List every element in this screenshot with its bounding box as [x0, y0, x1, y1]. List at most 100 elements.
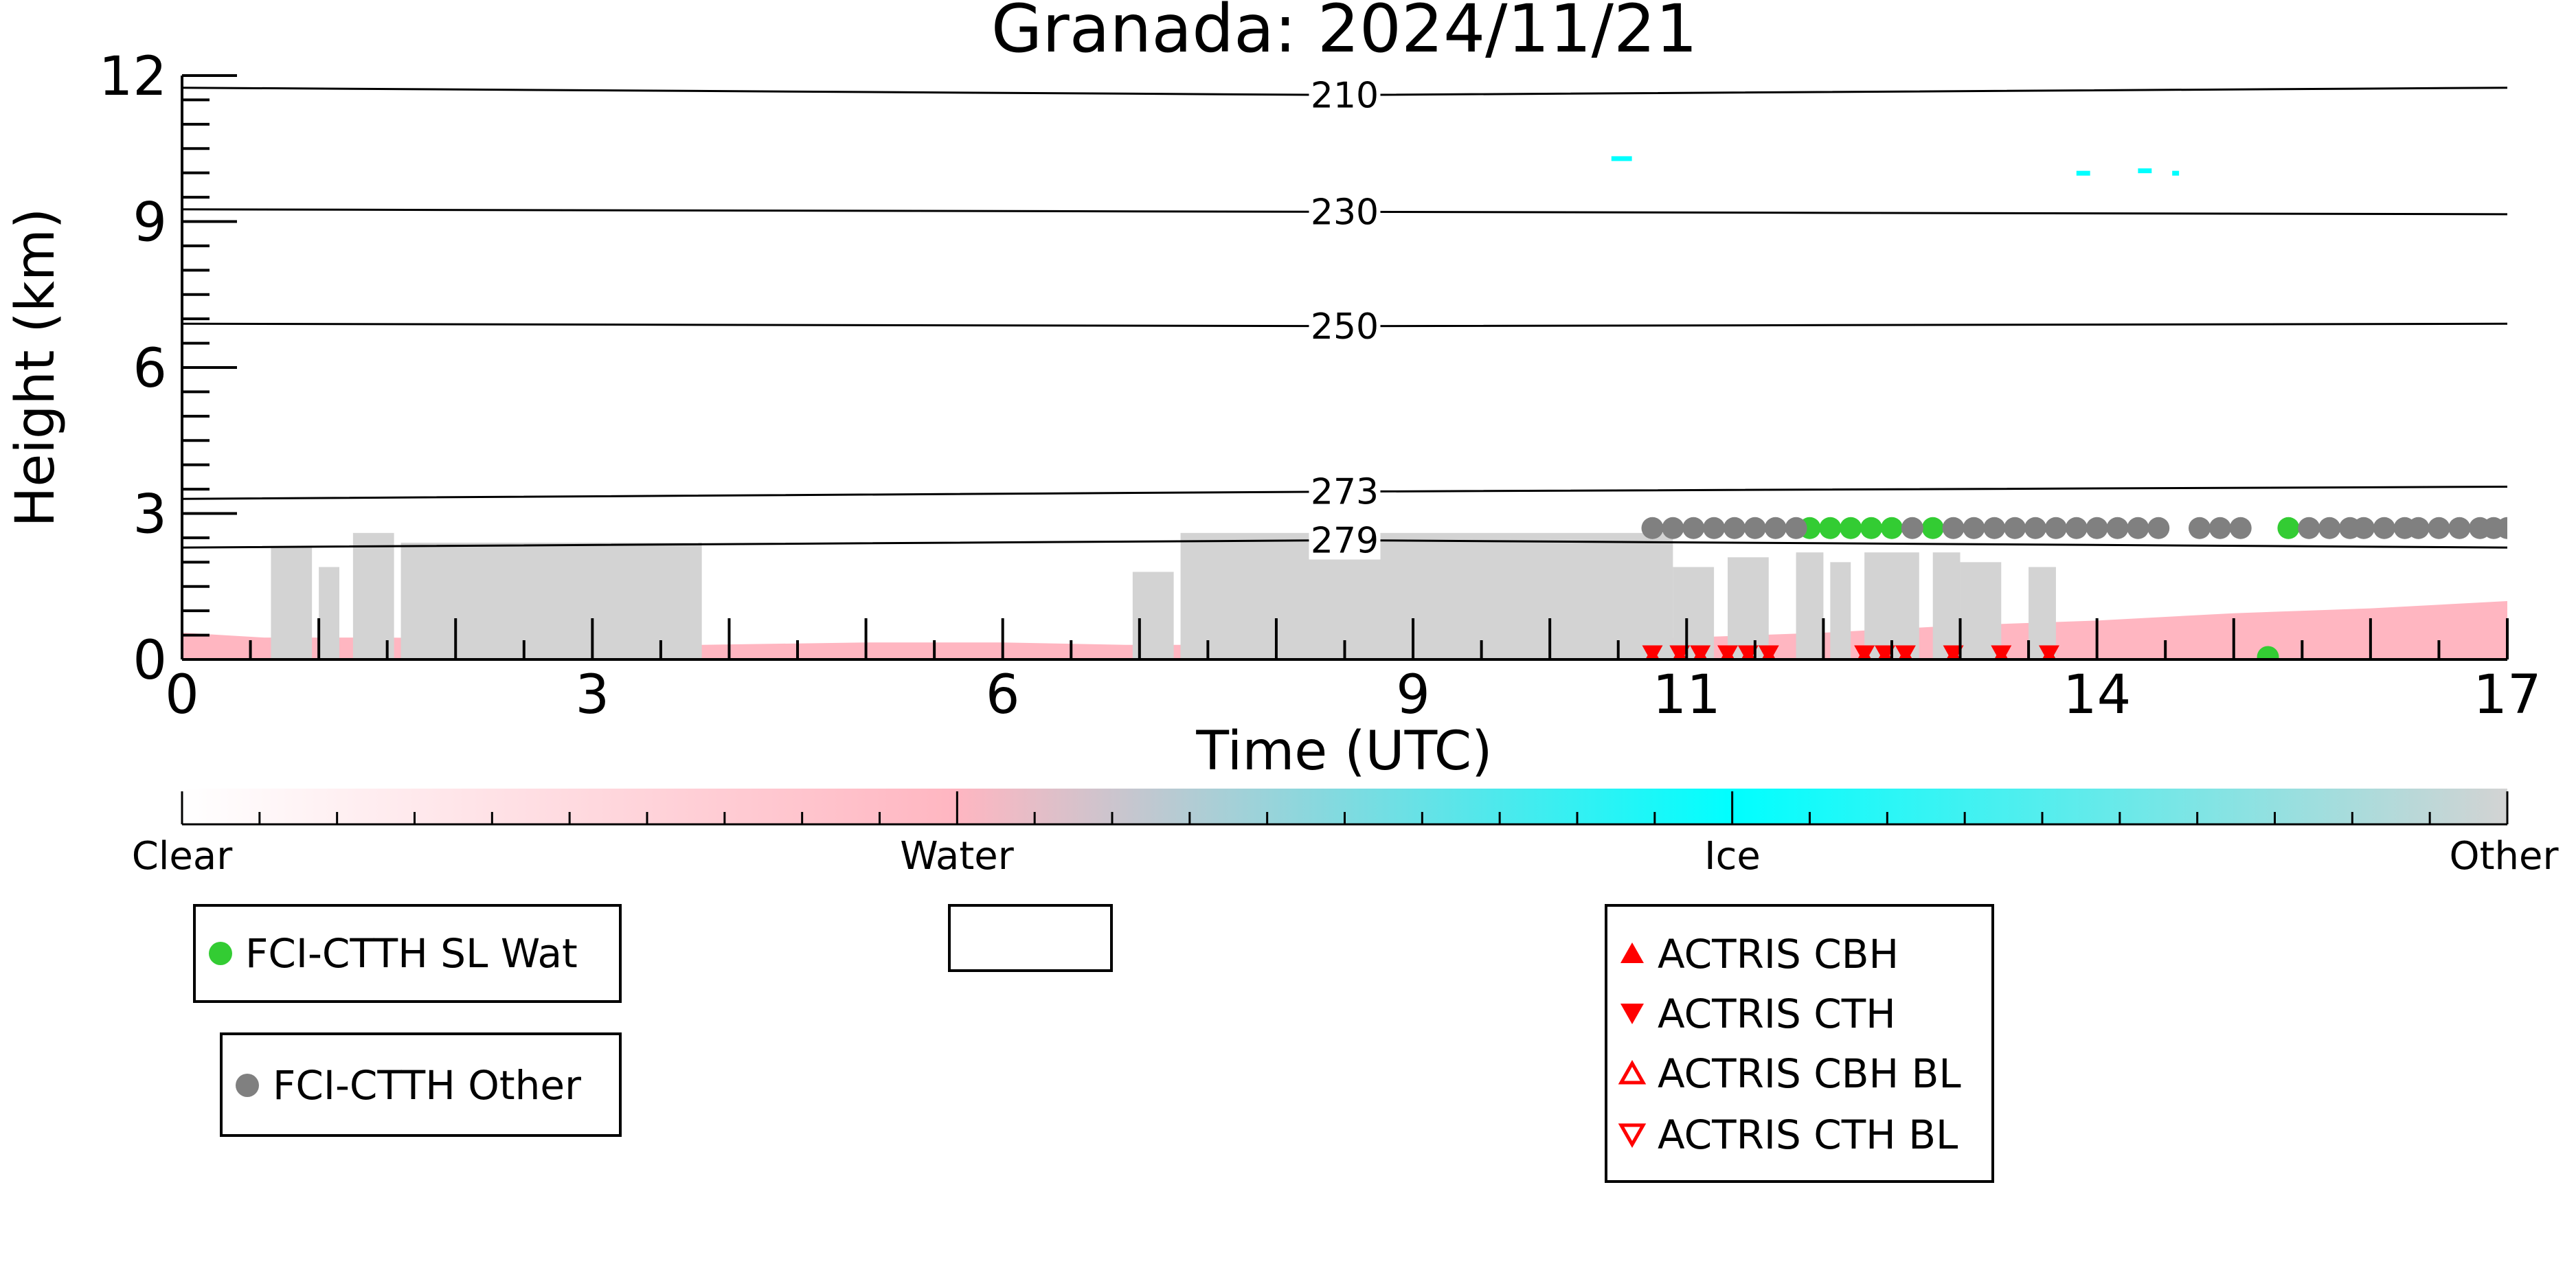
y-tick-label: 3 — [133, 484, 167, 546]
other-cloud-block — [2029, 567, 2056, 658]
isotherm-label: 273 — [1311, 472, 1379, 513]
x-tick-label: 17 — [2473, 664, 2541, 726]
x-tick-label: 3 — [576, 664, 610, 726]
data-point — [1785, 517, 1807, 539]
other-cloud-block — [352, 532, 394, 658]
data-point — [2373, 517, 2395, 539]
other-cloud-block — [1932, 552, 1961, 658]
colorbar-label-ice: Ice — [1704, 834, 1761, 879]
data-point — [2147, 517, 2170, 539]
colorbar-label-clear: Clear — [132, 834, 233, 879]
colorbar-label-other: Other — [2449, 834, 2559, 879]
data-point — [2407, 517, 2430, 539]
y-tick-label: 12 — [99, 46, 167, 108]
legend-box — [1605, 904, 1994, 1183]
y-tick-label: 0 — [133, 630, 167, 692]
isotherm-label-bg — [1309, 472, 1381, 511]
legend-marker-circle — [236, 1074, 259, 1097]
legend-label: ACTRIS CTH BL — [1658, 1111, 1958, 1158]
ice-cloud-patch — [2138, 168, 2152, 174]
marker-layer — [1641, 517, 2507, 659]
data-point — [1737, 645, 1759, 659]
x-tick-label: 11 — [1653, 664, 1721, 726]
data-point — [2496, 517, 2507, 539]
isotherm-labels: 210 230 250 273 279 — [1309, 75, 1381, 561]
isotherm-label-bg — [1309, 192, 1381, 231]
data-point — [2106, 517, 2129, 539]
y-tick-label: 9 — [133, 192, 167, 254]
x-tick-label: 14 — [2063, 664, 2131, 726]
data-point — [1880, 517, 1903, 539]
data-point — [1983, 517, 2006, 539]
data-point — [1669, 645, 1691, 659]
x-tick-label: 6 — [986, 664, 1020, 726]
isotherm-label-bg — [1309, 306, 1381, 346]
other-cloud-block — [1673, 567, 1715, 658]
legend-box — [220, 1032, 622, 1137]
data-point — [1895, 645, 1916, 659]
data-point — [1963, 517, 1985, 539]
data-point — [1662, 517, 1684, 539]
ice-cloud-patch — [1611, 156, 1632, 161]
other-cloud-block — [400, 543, 702, 658]
data-point — [1764, 517, 1787, 539]
data-point — [2127, 517, 2149, 539]
legend-fci-ctth-sl-wat: FCI-CTTH SL Wat — [193, 904, 622, 1003]
triangle-down-open-icon — [1618, 1123, 1647, 1149]
data-point — [1860, 517, 1883, 539]
data-point — [2086, 517, 2108, 539]
other-cloud-block — [319, 567, 339, 658]
data-point — [1819, 517, 1842, 539]
legend-marker-circle — [209, 942, 232, 965]
other-cloud-block — [1796, 552, 1824, 658]
colorbar-ticks — [181, 791, 2509, 824]
x-axis-label: Time (UTC) — [1195, 721, 1492, 782]
chart-title: Granada: 2024/11/21 — [991, 0, 1697, 67]
data-point — [1723, 517, 1745, 539]
legend-box — [948, 904, 1113, 972]
data-point — [1690, 645, 1711, 659]
axes: 0 3 6 9 12 0 3 6 9 11 14 17 — [99, 46, 2542, 726]
data-point — [1682, 517, 1705, 539]
legend-fci-ctth-other: FCI-CTTH Other — [220, 1032, 622, 1137]
ice-cloud-patch — [2076, 170, 2090, 176]
data-point — [1642, 645, 1663, 659]
y-axis-label: Height (km) — [5, 208, 67, 528]
other-cloud-block — [1180, 532, 1673, 658]
data-point — [2229, 517, 2252, 539]
data-point — [1942, 517, 1965, 539]
data-point — [2428, 517, 2450, 539]
isotherm-label: 250 — [1311, 306, 1379, 348]
legend-label: ACTRIS CBH — [1658, 931, 1899, 978]
data-point — [1901, 517, 1923, 539]
water-layer — [182, 601, 2507, 659]
data-point — [2318, 517, 2341, 539]
other-cloud-block — [1830, 562, 1851, 658]
y-tick-label: 6 — [133, 338, 167, 400]
data-point — [2277, 517, 2300, 539]
water-cloud-area — [182, 601, 2507, 659]
data-point — [1854, 645, 1875, 659]
colorbar-label-water: Water — [900, 834, 1015, 879]
other-cloud-block — [271, 547, 313, 658]
legend-label: FCI-CTTH Other — [273, 1062, 581, 1109]
cloud-layer — [271, 532, 2056, 658]
isotherm-label: 279 — [1311, 520, 1379, 561]
ice-cloud-patch — [2172, 170, 2180, 176]
x-ticks: 0 3 6 9 11 14 17 — [165, 618, 2542, 726]
plot-area — [182, 87, 2507, 659]
data-point — [1943, 645, 1964, 659]
y-ticks: 0 3 6 9 12 — [99, 46, 237, 692]
data-point — [1921, 517, 1944, 539]
isotherm-label: 230 — [1311, 192, 1379, 233]
legend-label: FCI-CTTH SL Wat — [245, 930, 578, 977]
legend-label: ACTRIS CBH BL — [1658, 1050, 1961, 1097]
legend-empty — [948, 904, 1113, 972]
triangle-up-open-icon — [1618, 1059, 1647, 1085]
data-point — [1840, 517, 1862, 539]
triangle-down-icon — [1620, 1004, 1644, 1024]
data-point — [2004, 517, 2026, 539]
isotherm-label: 210 — [1311, 75, 1379, 116]
data-point — [2038, 645, 2059, 659]
